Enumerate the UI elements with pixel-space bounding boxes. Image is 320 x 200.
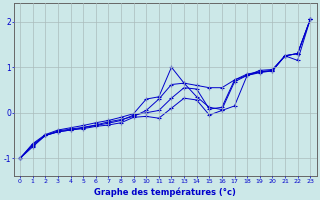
X-axis label: Graphe des températures (°c): Graphe des températures (°c) xyxy=(94,187,236,197)
